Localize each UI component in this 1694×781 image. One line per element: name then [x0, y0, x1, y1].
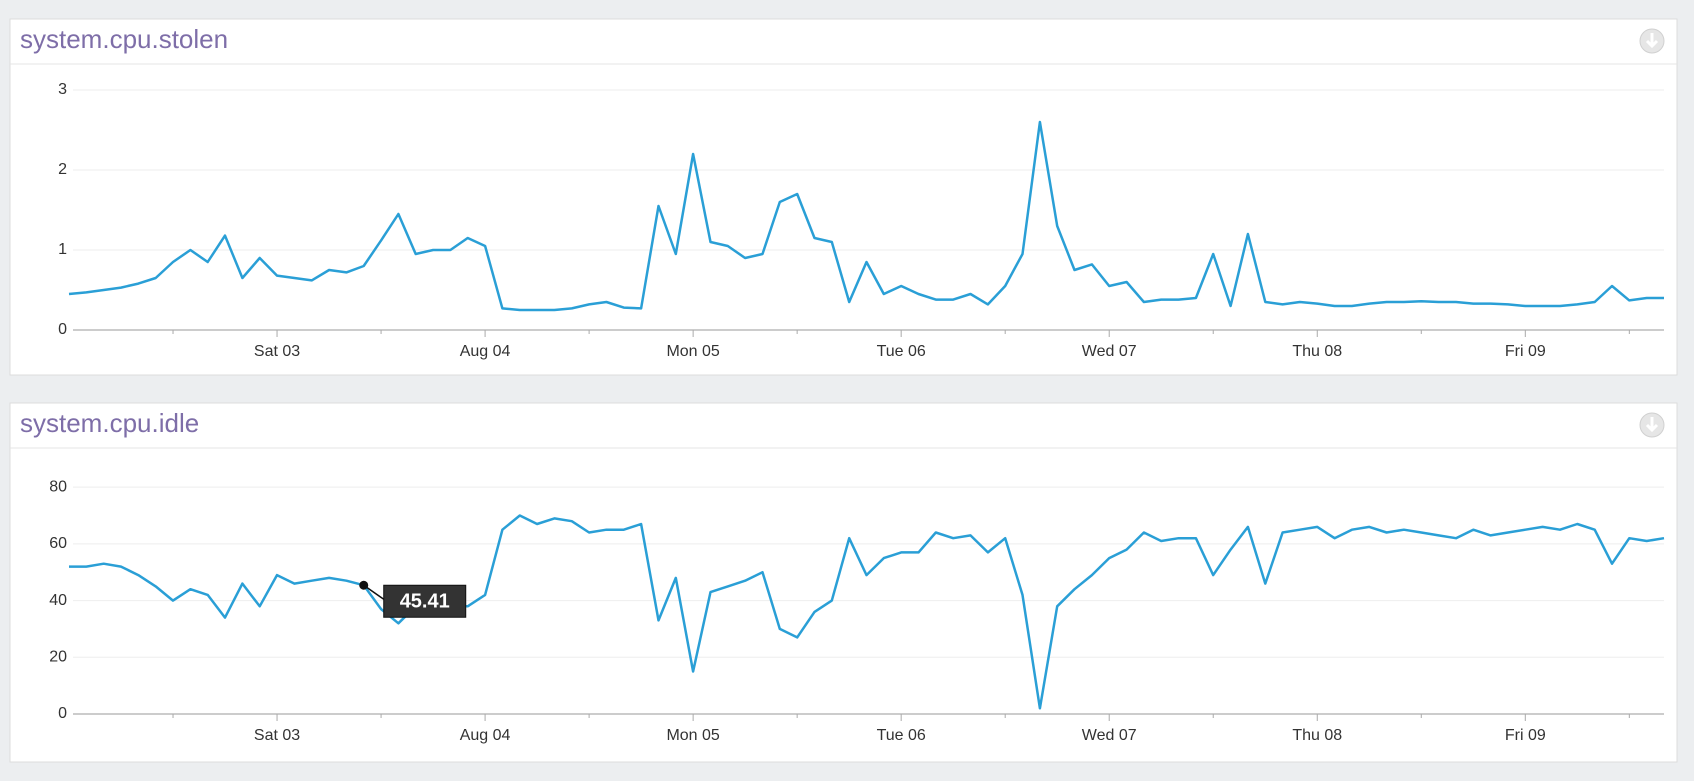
x-tick-label: Fri 09	[1505, 343, 1546, 360]
x-tick-label: Fri 09	[1505, 727, 1546, 744]
series-line	[69, 514, 1665, 710]
x-tick-label: Sat 03	[254, 343, 300, 360]
y-tick-label: 0	[58, 321, 67, 338]
y-tick-label: 1	[58, 241, 67, 258]
y-tick-label: 3	[58, 81, 67, 98]
y-tick-label: 40	[49, 592, 67, 609]
y-tick-label: 60	[49, 535, 67, 552]
y-tick-label: 2	[58, 161, 67, 178]
x-tick-label: Tue 06	[877, 727, 926, 744]
x-tick-label: Wed 07	[1082, 727, 1137, 744]
tooltip-connector	[363, 584, 385, 600]
x-tick-label: Mon 05	[666, 343, 719, 360]
x-tick-label: Thu 08	[1292, 343, 1342, 360]
panel	[9, 18, 1678, 376]
tooltip-box	[383, 584, 467, 618]
chart-title: system.cpu.idle	[20, 408, 199, 438]
x-tick-label: Sat 03	[254, 727, 300, 744]
download-arrow	[1645, 417, 1659, 433]
chart-title: system.cpu.stolen	[20, 24, 228, 54]
y-tick-label: 80	[49, 478, 67, 495]
y-tick-label: 20	[49, 649, 67, 666]
series-line	[68, 120, 1664, 312]
y-tick-label: 0	[58, 705, 67, 722]
x-tick-label: Wed 07	[1082, 343, 1137, 360]
x-tick-label: Mon 05	[666, 727, 719, 744]
download-arrow	[1645, 33, 1659, 49]
tooltip-value: 45.41	[400, 591, 450, 613]
x-tick-label: Aug 04	[460, 727, 511, 744]
x-tick-label: Aug 04	[460, 343, 511, 360]
x-tick-label: Thu 08	[1292, 727, 1342, 744]
panel	[9, 402, 1678, 763]
x-tick-label: Tue 06	[877, 343, 926, 360]
